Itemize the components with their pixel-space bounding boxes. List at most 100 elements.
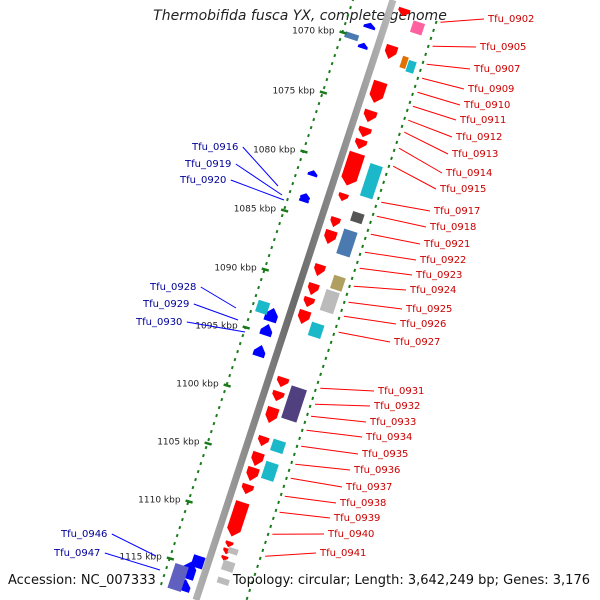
gene-label-leader (412, 105, 457, 121)
gene-label-leader (421, 77, 465, 90)
inner-tick-dot (264, 540, 267, 545)
inner-tick-dot (403, 116, 407, 121)
inner-tick-dot (287, 468, 291, 473)
inner-tick-dot (327, 348, 330, 353)
outer-tick-dot (204, 445, 208, 450)
gene-label-leader (242, 146, 279, 187)
gene-label: Tfu_0905 (479, 42, 526, 53)
forward-gene-arrow (341, 150, 366, 186)
gene-label-leader (364, 251, 417, 261)
outer-tick-dot (186, 501, 190, 506)
gene-label-leader (398, 147, 443, 174)
gene-label-leader (311, 415, 367, 423)
outer-tick-dot (307, 133, 310, 138)
feature-block-cyan (359, 163, 383, 200)
inner-tick-dot (334, 324, 338, 329)
outer-tick-dot (328, 69, 331, 74)
gene-label: Tfu_0924 (409, 285, 456, 296)
gene-label-leader (230, 179, 285, 201)
gene-label-leader (279, 511, 331, 519)
outer-tick-dot (191, 485, 195, 490)
feature-block-cyan (269, 438, 287, 455)
inner-tick-dot (332, 332, 336, 337)
gene-label-leader (301, 445, 359, 455)
inner-tick-dot (245, 596, 249, 600)
inner-tick-dot (250, 580, 254, 585)
gene-label-leader (235, 163, 283, 196)
ruler-major-tick (339, 30, 347, 35)
feature-block-lightgray (220, 559, 236, 573)
inner-tick-dot (295, 444, 299, 449)
inner-tick-dot (376, 196, 380, 201)
outer-tick-dot (293, 173, 297, 178)
outer-tick-dot (246, 317, 250, 322)
gene-label-leader (370, 233, 421, 245)
inner-tick-dot (382, 180, 386, 185)
outer-tick-dot (209, 429, 213, 434)
gene-label-leader (111, 533, 157, 557)
inner-tick-dot (342, 300, 346, 305)
forward-gene-arrow (384, 43, 399, 60)
forward-gene-arrow (338, 192, 349, 202)
ruler-major-tick (319, 90, 328, 95)
inner-tick-dot (292, 452, 296, 457)
feature-block-lightgray (319, 288, 340, 315)
feature-block-steelblue (344, 31, 360, 42)
ruler-label: 1095 kbp (195, 322, 238, 332)
outer-tick-dot (333, 53, 337, 58)
gene-label-leader (295, 463, 351, 471)
outer-tick-dot (175, 533, 179, 538)
feature-block-pink (409, 20, 426, 36)
inner-tick-dot (390, 156, 393, 161)
forward-gene-arrow (303, 295, 316, 308)
outer-tick-dot (346, 13, 350, 18)
inner-tick-dot (313, 388, 317, 393)
inner-tick-dot (416, 76, 420, 81)
outer-tick-dot (309, 125, 313, 130)
gene-label: Tfu_0920 (179, 175, 226, 186)
reverse-gene-arrow (307, 170, 318, 178)
gene-label: Tfu_0934 (365, 432, 412, 443)
outer-tick-dot (325, 77, 329, 82)
inner-tick-dot (308, 404, 312, 409)
reverse-gene-arrow (357, 42, 368, 51)
inner-tick-dot (256, 564, 259, 569)
inner-tick-dot (374, 204, 378, 209)
inner-tick-dot (274, 508, 278, 513)
gene-label: Tfu_0927 (393, 337, 440, 348)
forward-gene-arrow (330, 216, 342, 228)
outer-tick-dot (299, 157, 303, 162)
outer-tick-dot (223, 389, 226, 394)
inner-tick-dot (358, 252, 362, 257)
feature-block-indigo (167, 562, 189, 593)
gene-label-leader (104, 552, 161, 571)
inner-tick-dot (379, 188, 383, 193)
gene-label-leader (440, 18, 485, 23)
reverse-gene-arrow (298, 196, 310, 204)
gene-label-leader (417, 91, 461, 106)
gene-label: Tfu_0938 (339, 498, 386, 509)
inner-tick-dot (253, 572, 257, 577)
gene-label: Tfu_0922 (419, 255, 466, 266)
feature-block-lightgray (227, 546, 239, 556)
gene-label-leader (186, 321, 246, 333)
inner-tick-dot (361, 244, 365, 249)
ruler-major-tick (166, 556, 175, 561)
forward-gene-arrow (324, 228, 338, 245)
ruler-label: 1070 kbp (292, 27, 335, 37)
inner-tick-dot (282, 484, 286, 489)
outer-tick-dot (335, 45, 339, 50)
gene-label: Tfu_0936 (353, 465, 400, 476)
gene-label: Tfu_0902 (487, 14, 534, 25)
feature-block-cyan (405, 59, 417, 74)
inner-tick-dot (366, 228, 370, 233)
inner-tick-dot (424, 52, 428, 57)
inner-tick-dot (421, 60, 425, 65)
inner-tick-dot (408, 100, 412, 105)
inner-tick-dot (397, 132, 401, 137)
forward-gene-arrow (251, 450, 265, 467)
forward-gene-arrow (276, 375, 290, 388)
inner-tick-dot (400, 124, 404, 129)
gene-label-leader (315, 403, 371, 407)
ruler-major-tick (261, 267, 270, 272)
